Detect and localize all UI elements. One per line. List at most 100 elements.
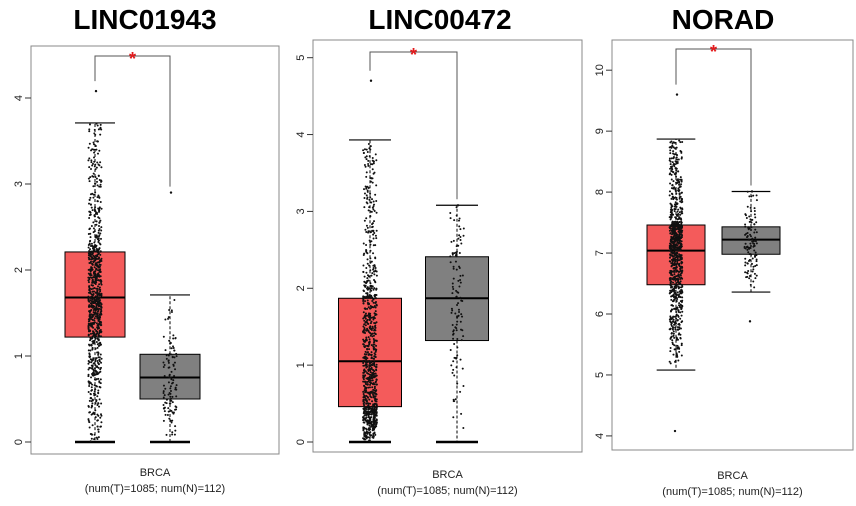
- data-point: [455, 295, 458, 298]
- box-group-T: [646, 93, 706, 433]
- data-point: [96, 184, 99, 187]
- data-point: [679, 268, 682, 271]
- data-point: [456, 354, 459, 357]
- data-point: [97, 266, 100, 269]
- data-point: [373, 280, 376, 283]
- data-point: [753, 272, 756, 275]
- data-point: [674, 252, 677, 255]
- x-axis-label: BRCA: [432, 469, 463, 481]
- data-point: [670, 332, 673, 335]
- data-point: [452, 287, 455, 290]
- data-point: [96, 180, 99, 183]
- data-point: [89, 254, 92, 257]
- data-point: [369, 325, 372, 328]
- data-point: [98, 263, 101, 266]
- data-point: [88, 130, 91, 133]
- data-point: [93, 433, 96, 436]
- data-point: [366, 279, 369, 282]
- data-point: [675, 266, 678, 269]
- data-point: [681, 320, 684, 323]
- data-point: [362, 343, 365, 346]
- data-point: [676, 278, 679, 281]
- data-point: [90, 161, 93, 164]
- data-point: [97, 377, 100, 380]
- data-point: [372, 372, 375, 375]
- data-point: [461, 367, 464, 370]
- data-point: [455, 323, 458, 326]
- data-point: [673, 344, 676, 347]
- data-point: [462, 227, 465, 230]
- data-point: [368, 439, 371, 442]
- data-point: [95, 305, 98, 308]
- data-point: [90, 159, 93, 162]
- data-point: [670, 178, 673, 181]
- data-point: [374, 395, 377, 398]
- data-point: [98, 329, 101, 332]
- data-point: [678, 139, 681, 142]
- data-point: [673, 246, 676, 249]
- data-point: [170, 309, 173, 312]
- data-point: [449, 211, 452, 214]
- data-point: [99, 161, 102, 164]
- data-point: [752, 265, 755, 268]
- data-point: [362, 149, 365, 152]
- data-point: [87, 391, 90, 394]
- data-point: [374, 234, 377, 237]
- data-point: [673, 273, 676, 276]
- data-point: [366, 321, 369, 324]
- data-point: [363, 384, 366, 387]
- data-point: [679, 176, 682, 179]
- data-point: [751, 257, 754, 260]
- data-point: [374, 270, 377, 273]
- data-point: [671, 328, 674, 331]
- data-point: [168, 339, 171, 342]
- data-point: [374, 381, 377, 384]
- data-point: [93, 438, 96, 441]
- data-point: [374, 306, 377, 309]
- data-point: [365, 158, 368, 161]
- data-point: [674, 220, 677, 223]
- data-point: [88, 411, 91, 414]
- data-point: [95, 295, 98, 298]
- data-point: [371, 335, 374, 338]
- box-group-T: [338, 79, 402, 444]
- data-point: [370, 420, 373, 423]
- data-point: [88, 166, 91, 169]
- data-point: [375, 229, 378, 232]
- data-point: [366, 262, 369, 265]
- data-point: [93, 393, 96, 396]
- data-point: [669, 227, 672, 230]
- data-point: [668, 229, 671, 232]
- data-point: [88, 198, 91, 201]
- data-point: [169, 376, 172, 379]
- data-point: [170, 311, 173, 314]
- data-point: [369, 305, 372, 308]
- data-point: [97, 324, 100, 327]
- data-point: [670, 146, 673, 149]
- data-point: [674, 160, 677, 163]
- data-point: [674, 359, 677, 362]
- data-point: [374, 406, 377, 409]
- data-point: [369, 240, 372, 243]
- data-point: [169, 385, 172, 388]
- data-point: [362, 429, 365, 432]
- data-point: [676, 154, 679, 157]
- data-point: [670, 304, 673, 307]
- data-point: [173, 298, 176, 301]
- data-point: [93, 336, 96, 339]
- data-point: [678, 253, 681, 256]
- data-point: [89, 349, 92, 352]
- data-point: [677, 310, 680, 313]
- data-point: [457, 279, 460, 282]
- data-point: [171, 419, 174, 422]
- data-point: [95, 212, 98, 215]
- data-point: [451, 309, 454, 312]
- data-point: [456, 338, 459, 341]
- data-point: [92, 141, 95, 144]
- data-point: [455, 289, 458, 292]
- data-point: [459, 239, 462, 242]
- data-point: [99, 253, 102, 256]
- data-point: [95, 399, 98, 402]
- data-point: [744, 264, 747, 267]
- data-point: [99, 316, 102, 319]
